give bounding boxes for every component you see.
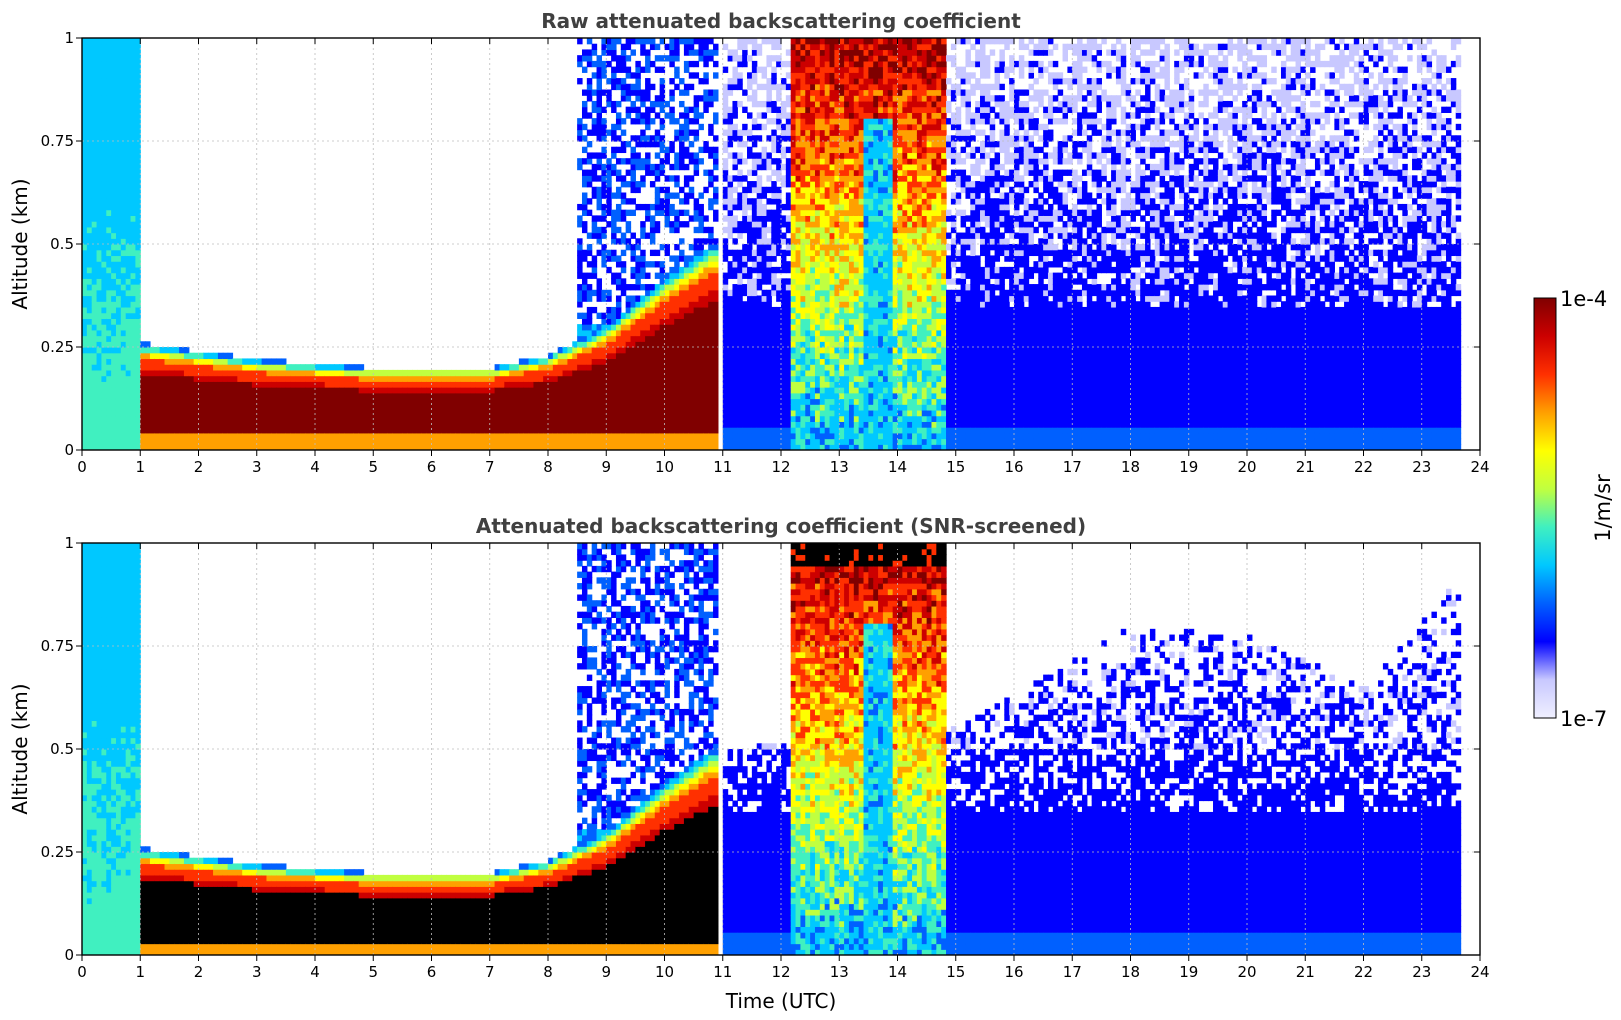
y-tick-label: 0.75: [41, 637, 74, 655]
x-tick-label: 4: [310, 458, 320, 476]
x-tick-label: 23: [1412, 458, 1431, 476]
x-tick-label: 9: [601, 963, 611, 981]
x-tick-label: 12: [771, 963, 790, 981]
y-tick-label: 0: [64, 946, 74, 964]
x-tick-label: 2: [194, 458, 204, 476]
x-tick-label: 12: [771, 458, 790, 476]
x-axis-ticks: 0 1 2 3 4 5 6 7 8 9 10 11 12 13 14 15 16 17 18 19 20 21 22 23 24: [77, 543, 1490, 981]
x-tick-label: 10: [655, 963, 674, 981]
x-axis-ticks: 0 1 2 3 4 5 6 7 8 9 10 11 12 13 14 15 16 17 18 19 20 21 22 23 24: [77, 38, 1490, 476]
x-tick-label: 5: [368, 963, 378, 981]
x-tick-label: 16: [1004, 458, 1023, 476]
y-tick-label: 0.25: [41, 338, 74, 356]
x-tick-label: 17: [1063, 963, 1082, 981]
y-tick-label: 0.25: [41, 843, 74, 861]
y-axis-ticks: 0 0.25 0.5 0.75 1: [41, 534, 1480, 964]
x-tick-label: 21: [1296, 458, 1315, 476]
panel-screened: Attenuated backscattering coefficient (S…: [8, 514, 1490, 1013]
x-tick-label: 1: [135, 458, 145, 476]
x-tick-label: 0: [77, 963, 87, 981]
colorbar-gradient: [1533, 297, 1557, 719]
panel-raw: Raw attenuated backscattering coefficien…: [8, 9, 1490, 476]
y-tick-label: 0.75: [41, 132, 74, 150]
heatmap-plot-area: [82, 38, 1462, 450]
x-tick-label: 22: [1354, 963, 1373, 981]
x-tick-label: 6: [427, 963, 437, 981]
y-axis-ticks: 0 0.25 0.5 0.75 1: [41, 29, 1480, 459]
x-tick-label: 13: [830, 458, 849, 476]
x-tick-label: 19: [1179, 963, 1198, 981]
x-tick-label: 4: [310, 963, 320, 981]
x-tick-label: 18: [1121, 963, 1140, 981]
x-tick-label: 10: [655, 458, 674, 476]
x-tick-label: 22: [1354, 458, 1373, 476]
x-tick-label: 9: [601, 458, 611, 476]
x-tick-label: 8: [543, 458, 553, 476]
x-tick-label: 8: [543, 963, 553, 981]
x-tick-label: 24: [1470, 458, 1489, 476]
x-tick-label: 7: [485, 963, 495, 981]
x-tick-label: 20: [1237, 963, 1256, 981]
y-tick-label: 0: [64, 441, 74, 459]
y-tick-label: 1: [64, 29, 74, 47]
colorbar-max-label: 1e-4: [1560, 287, 1607, 311]
y-axis-label: Altitude (km): [8, 683, 32, 814]
x-tick-label: 3: [252, 963, 262, 981]
x-tick-label: 19: [1179, 458, 1198, 476]
heatmap-plot-area: [82, 543, 1462, 955]
x-tick-label: 17: [1063, 458, 1082, 476]
colorbar: 1e-4 1e-7 1/m/sr: [1533, 287, 1615, 731]
x-tick-label: 24: [1470, 963, 1489, 981]
chart-title: Attenuated backscattering coefficient (S…: [476, 514, 1086, 538]
x-tick-label: 0: [77, 458, 87, 476]
y-tick-label: 1: [64, 534, 74, 552]
colorbar-min-label: 1e-7: [1560, 707, 1607, 731]
x-tick-label: 11: [713, 458, 732, 476]
x-axis-label: Time (UTC): [725, 989, 837, 1013]
x-tick-label: 23: [1412, 963, 1431, 981]
x-tick-label: 3: [252, 458, 262, 476]
x-tick-label: 18: [1121, 458, 1140, 476]
x-tick-label: 14: [888, 458, 907, 476]
x-tick-label: 20: [1237, 458, 1256, 476]
x-tick-label: 15: [946, 963, 965, 981]
colorbar-unit-label: 1/m/sr: [1591, 474, 1615, 542]
y-tick-label: 0.5: [50, 235, 74, 253]
x-tick-label: 7: [485, 458, 495, 476]
x-tick-label: 16: [1004, 963, 1023, 981]
x-tick-label: 5: [368, 458, 378, 476]
x-tick-label: 2: [194, 963, 204, 981]
chart-title: Raw attenuated backscattering coefficien…: [541, 9, 1021, 33]
x-tick-label: 6: [427, 458, 437, 476]
x-tick-label: 1: [135, 963, 145, 981]
y-tick-label: 0.5: [50, 740, 74, 758]
y-axis-label: Altitude (km): [8, 178, 32, 309]
x-tick-label: 11: [713, 963, 732, 981]
x-tick-label: 15: [946, 458, 965, 476]
x-tick-label: 14: [888, 963, 907, 981]
x-tick-label: 21: [1296, 963, 1315, 981]
x-tick-label: 13: [830, 963, 849, 981]
